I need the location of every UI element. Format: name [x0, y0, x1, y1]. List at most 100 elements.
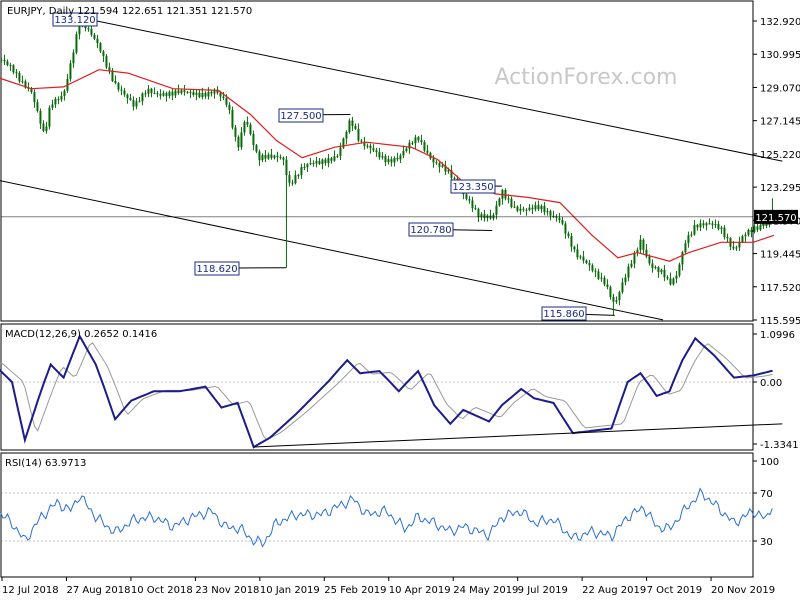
- candle-body: [510, 198, 513, 208]
- candle-body: [732, 246, 735, 249]
- candle-body: [762, 224, 765, 226]
- candle-body: [717, 223, 720, 229]
- candle-body: [36, 102, 39, 111]
- candle-body: [42, 123, 45, 131]
- candle-body: [285, 159, 288, 176]
- date-tick-label: 23 Nov 2018: [195, 585, 259, 596]
- candle-body: [636, 249, 639, 253]
- candle-body: [75, 34, 78, 53]
- candle-body: [297, 174, 300, 176]
- candle-body: [558, 217, 561, 220]
- candle-body: [699, 223, 702, 228]
- macd-line: [0, 333, 773, 449]
- candle-body: [138, 101, 141, 103]
- candle-body: [207, 91, 210, 97]
- candle-body: [60, 95, 63, 100]
- date-tick-label: 22 Aug 2019: [582, 585, 646, 596]
- candle-body: [300, 167, 303, 175]
- annotation-box: [450, 179, 496, 194]
- candle-body: [402, 150, 405, 156]
- candle-body: [378, 151, 381, 158]
- candle-body: [351, 120, 354, 127]
- candle-body: [117, 83, 120, 90]
- candle-body: [357, 128, 360, 141]
- price-annotations: 133.120 127.500 118.620 123.350 120.780 115.8…: [52, 12, 615, 321]
- date-tick-label: 10 Apr 2019: [389, 585, 451, 596]
- candle-body: [438, 163, 441, 167]
- candle-body: [630, 263, 633, 267]
- candle-body: [720, 227, 723, 229]
- candle-body: [609, 287, 612, 297]
- candle-body: [132, 99, 135, 107]
- moving-average-line: [0, 69, 775, 262]
- candle-body: [366, 145, 369, 147]
- candle-body: [321, 159, 324, 165]
- candle-body: [666, 277, 669, 279]
- candle-body: [399, 155, 402, 160]
- candle-body: [474, 208, 477, 210]
- annotation-label: 120.780: [410, 225, 451, 236]
- macd-trendline: [253, 423, 783, 448]
- candle-body: [726, 237, 729, 239]
- annotation-box: [194, 261, 240, 276]
- candle-body: [360, 140, 363, 142]
- candle-body: [588, 263, 591, 266]
- candle-body: [582, 256, 585, 261]
- candle-body: [624, 277, 627, 283]
- candle-body: [141, 93, 144, 102]
- candle-body: [618, 292, 621, 301]
- candle-body: [405, 148, 408, 151]
- candle-body: [420, 140, 423, 142]
- channel-lines: [0, 17, 783, 321]
- candle-body: [120, 89, 123, 91]
- candle-body: [663, 269, 666, 278]
- candle-body: [747, 229, 750, 235]
- candle-body: [6, 61, 9, 66]
- candle-body: [339, 147, 342, 156]
- candle-body: [576, 249, 579, 258]
- candle-body: [426, 150, 429, 153]
- candle-body: [291, 182, 294, 184]
- candle-body: [600, 277, 603, 279]
- candle-body: [432, 158, 435, 163]
- macd-tick-label: 1.0996: [760, 330, 795, 341]
- annotation-box: [52, 12, 98, 27]
- candle-body: [315, 161, 318, 164]
- candle-body: [48, 107, 51, 127]
- candle-body: [504, 189, 507, 199]
- chart-header: EURJPY, Daily 121.594 122.651 121.351 12…: [7, 6, 252, 17]
- candle-body: [324, 159, 327, 164]
- candle-body: [519, 208, 522, 211]
- candle-body: [591, 265, 594, 271]
- annotation-label: 115.860: [543, 309, 584, 320]
- candle-body: [444, 165, 447, 172]
- candle-body: [348, 120, 351, 132]
- candle-body: [528, 207, 531, 210]
- candle-body: [573, 246, 576, 250]
- candle-body: [408, 142, 411, 149]
- candle-body: [753, 226, 756, 232]
- candle-body: [105, 56, 108, 68]
- price-panel-frame: [0, 0, 754, 322]
- candle-body: [87, 28, 90, 30]
- candle-body: [354, 126, 357, 129]
- candle-body: [468, 199, 471, 201]
- candle-body: [165, 93, 168, 97]
- candle-body: [549, 211, 552, 216]
- candle-body: [318, 161, 321, 165]
- candle-body: [369, 145, 372, 149]
- candle-body: [114, 81, 117, 84]
- candle-body: [687, 235, 690, 244]
- candle-body: [702, 223, 705, 226]
- candle-body: [108, 67, 111, 71]
- candle-body: [615, 300, 618, 302]
- price-tick-label: 132.920: [760, 17, 800, 28]
- candle-body: [516, 206, 519, 211]
- candle-body: [54, 98, 57, 105]
- annotation-box: [541, 306, 587, 321]
- candle-body: [675, 275, 678, 279]
- candle-body: [195, 92, 198, 95]
- candle-body: [441, 165, 444, 167]
- candle-body: [627, 266, 630, 278]
